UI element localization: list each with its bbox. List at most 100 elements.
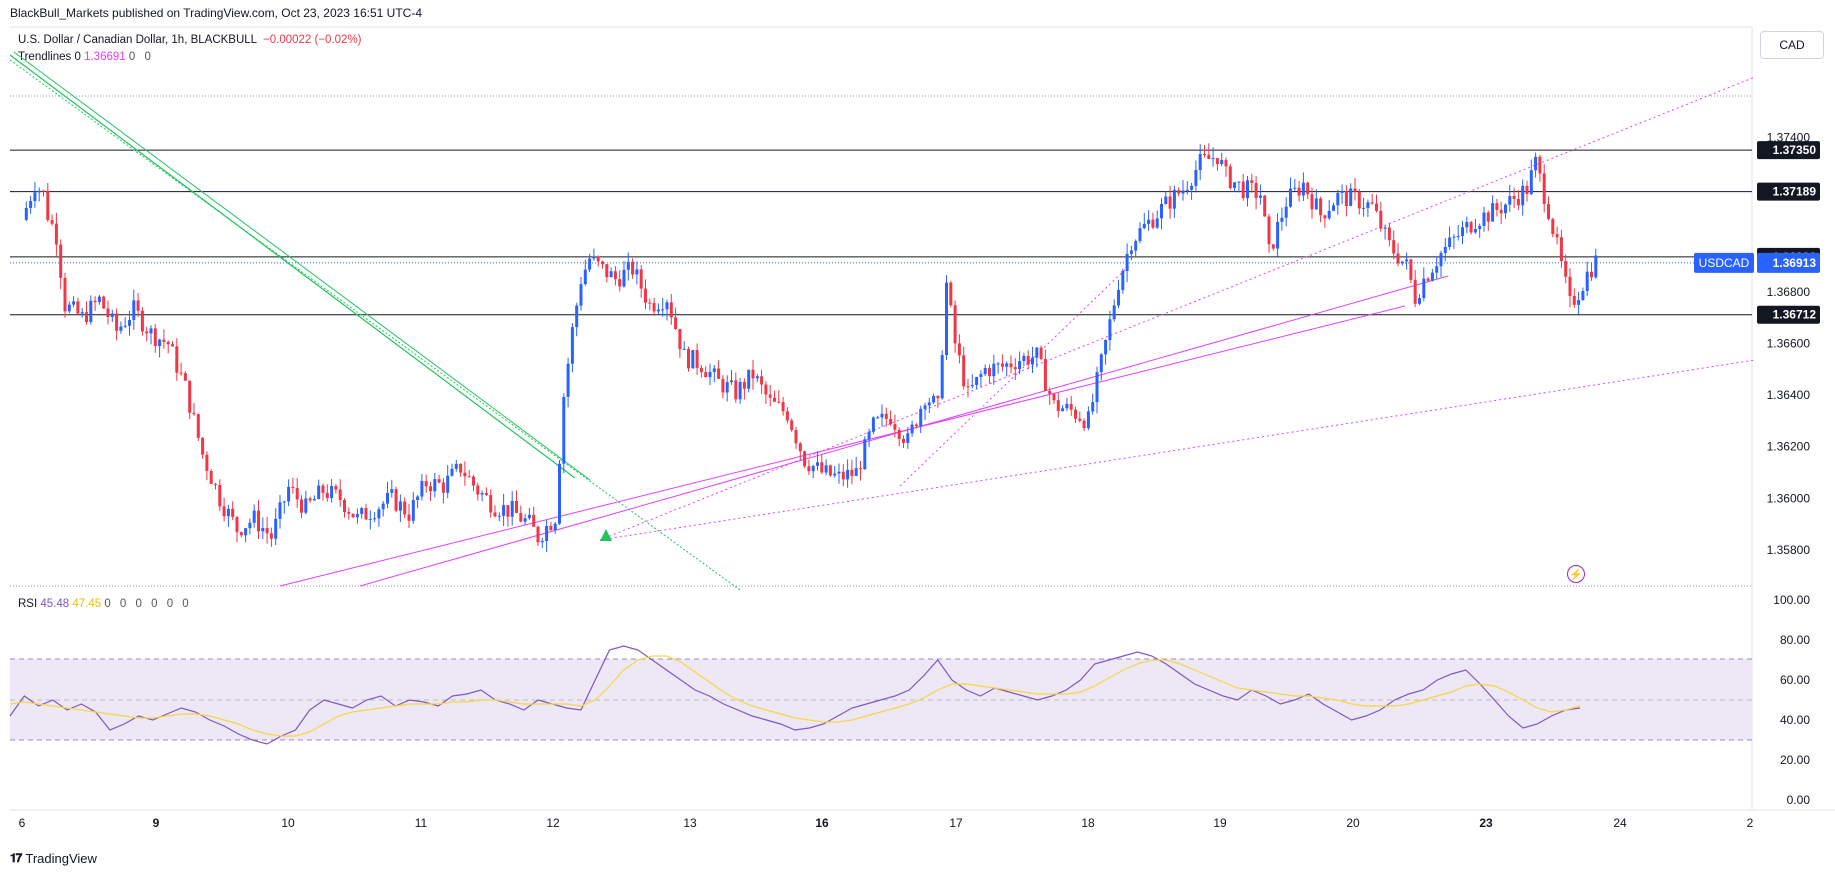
candle-body — [373, 518, 377, 520]
rsi-tick-label: 100.00 — [1773, 593, 1810, 607]
candle-body — [1375, 203, 1378, 211]
candle-body — [708, 371, 712, 378]
candle-body — [300, 499, 303, 513]
candle-body — [72, 301, 76, 305]
date-tick-label: 19 — [1213, 816, 1227, 830]
candle-body — [50, 220, 54, 224]
candle-body — [29, 201, 33, 208]
price-tick-label: 1.35800 — [1767, 543, 1811, 557]
candle-body — [506, 505, 510, 517]
trendline[interactable] — [599, 76, 1756, 541]
price-tick-label: 1.36000 — [1767, 491, 1811, 505]
candle-body — [562, 396, 566, 464]
candle-body — [403, 501, 407, 515]
lightning-icon[interactable]: ⚡ — [1567, 565, 1585, 583]
trendline[interactable] — [9, 54, 576, 479]
candle-body — [846, 469, 850, 480]
candle-body — [1387, 227, 1391, 241]
candle-body — [1409, 259, 1413, 280]
candle-body — [1508, 196, 1512, 205]
trendline[interactable] — [279, 305, 1406, 587]
candle-body — [613, 271, 617, 280]
candle-body — [1473, 229, 1477, 233]
candle-body — [317, 485, 321, 500]
candle-body — [893, 424, 897, 430]
candle-body — [751, 369, 755, 379]
level-price-tag[interactable] — [1757, 141, 1820, 160]
date-tick-label: 12 — [546, 816, 560, 830]
candle-body — [945, 282, 948, 356]
candle-body — [235, 517, 239, 533]
candle-body — [992, 363, 996, 377]
symbol-tag[interactable] — [1694, 252, 1754, 273]
candle-body — [953, 305, 957, 344]
candle-body — [1056, 400, 1060, 412]
currency-button[interactable]: CAD — [1760, 31, 1824, 59]
candle-body — [489, 494, 493, 513]
trendline[interactable] — [899, 264, 1131, 487]
candle-body — [1065, 403, 1069, 409]
candle-body — [1564, 261, 1568, 277]
candle-body — [321, 485, 325, 493]
candle-body — [37, 190, 41, 193]
candle-body — [394, 489, 398, 511]
candle-body — [355, 513, 359, 518]
trendline[interactable] — [599, 359, 1756, 541]
footer-brand[interactable]: 𝟏𝟕 TradingView — [10, 851, 97, 866]
candle-body — [338, 489, 342, 501]
candle-body — [145, 331, 149, 334]
candle-body — [106, 308, 110, 318]
candle-body — [1435, 266, 1439, 273]
candle-body — [1108, 319, 1112, 340]
candle-body — [1043, 358, 1047, 391]
candle-body — [1379, 210, 1383, 229]
candle-body — [360, 508, 364, 514]
candle-body — [325, 492, 329, 499]
candle-body — [1069, 403, 1073, 410]
trendline[interactable] — [9, 59, 741, 591]
candle-body — [1082, 420, 1086, 429]
candle-body — [1482, 212, 1486, 226]
candle-body — [1168, 196, 1172, 209]
candle-body — [1512, 196, 1516, 199]
trendline[interactable] — [13, 51, 591, 481]
candle-body — [463, 472, 467, 477]
candle-body — [1142, 223, 1146, 229]
candle-body — [347, 512, 351, 514]
candle-body — [334, 486, 338, 490]
candle-body — [1241, 181, 1245, 199]
candle-body — [1577, 300, 1581, 305]
candle-body — [205, 454, 209, 471]
last-price-tag[interactable] — [1757, 252, 1820, 273]
candle-body — [1422, 278, 1426, 299]
candle-body — [1293, 187, 1297, 189]
candle-body — [566, 363, 570, 397]
candle-body — [295, 487, 299, 500]
trendline[interactable] — [359, 275, 1449, 587]
candle-body — [54, 223, 58, 245]
candle-body — [674, 317, 678, 329]
level-price-tag[interactable] — [1757, 182, 1820, 201]
candle-body — [1177, 189, 1181, 194]
candle-body — [764, 384, 768, 395]
rsi-legend[interactable]: RSI 45.48 47.45 0 0 0 0 0 0 — [18, 598, 192, 610]
candle-body — [811, 465, 815, 472]
candle-body — [1310, 194, 1314, 210]
price-tick-label: 1.37400 — [1767, 130, 1811, 144]
candle-body — [437, 479, 441, 483]
candle-body — [497, 515, 501, 517]
candle-body — [416, 496, 420, 501]
trendlines-legend[interactable]: Trendlines 0 1.36691 0 0 — [18, 51, 154, 63]
candle-body — [1276, 221, 1280, 249]
candle-body — [1013, 367, 1017, 370]
date-tick-label: 18 — [1081, 816, 1095, 830]
tradingview-logo-icon: 𝟏𝟕 — [10, 851, 22, 865]
candle-body — [570, 327, 574, 364]
level-price-tag[interactable] — [1757, 305, 1820, 324]
candle-body — [153, 328, 157, 347]
candle-body — [1203, 154, 1206, 156]
candle-body — [927, 402, 931, 406]
candle-body — [1555, 234, 1559, 238]
candle-body — [734, 380, 738, 400]
